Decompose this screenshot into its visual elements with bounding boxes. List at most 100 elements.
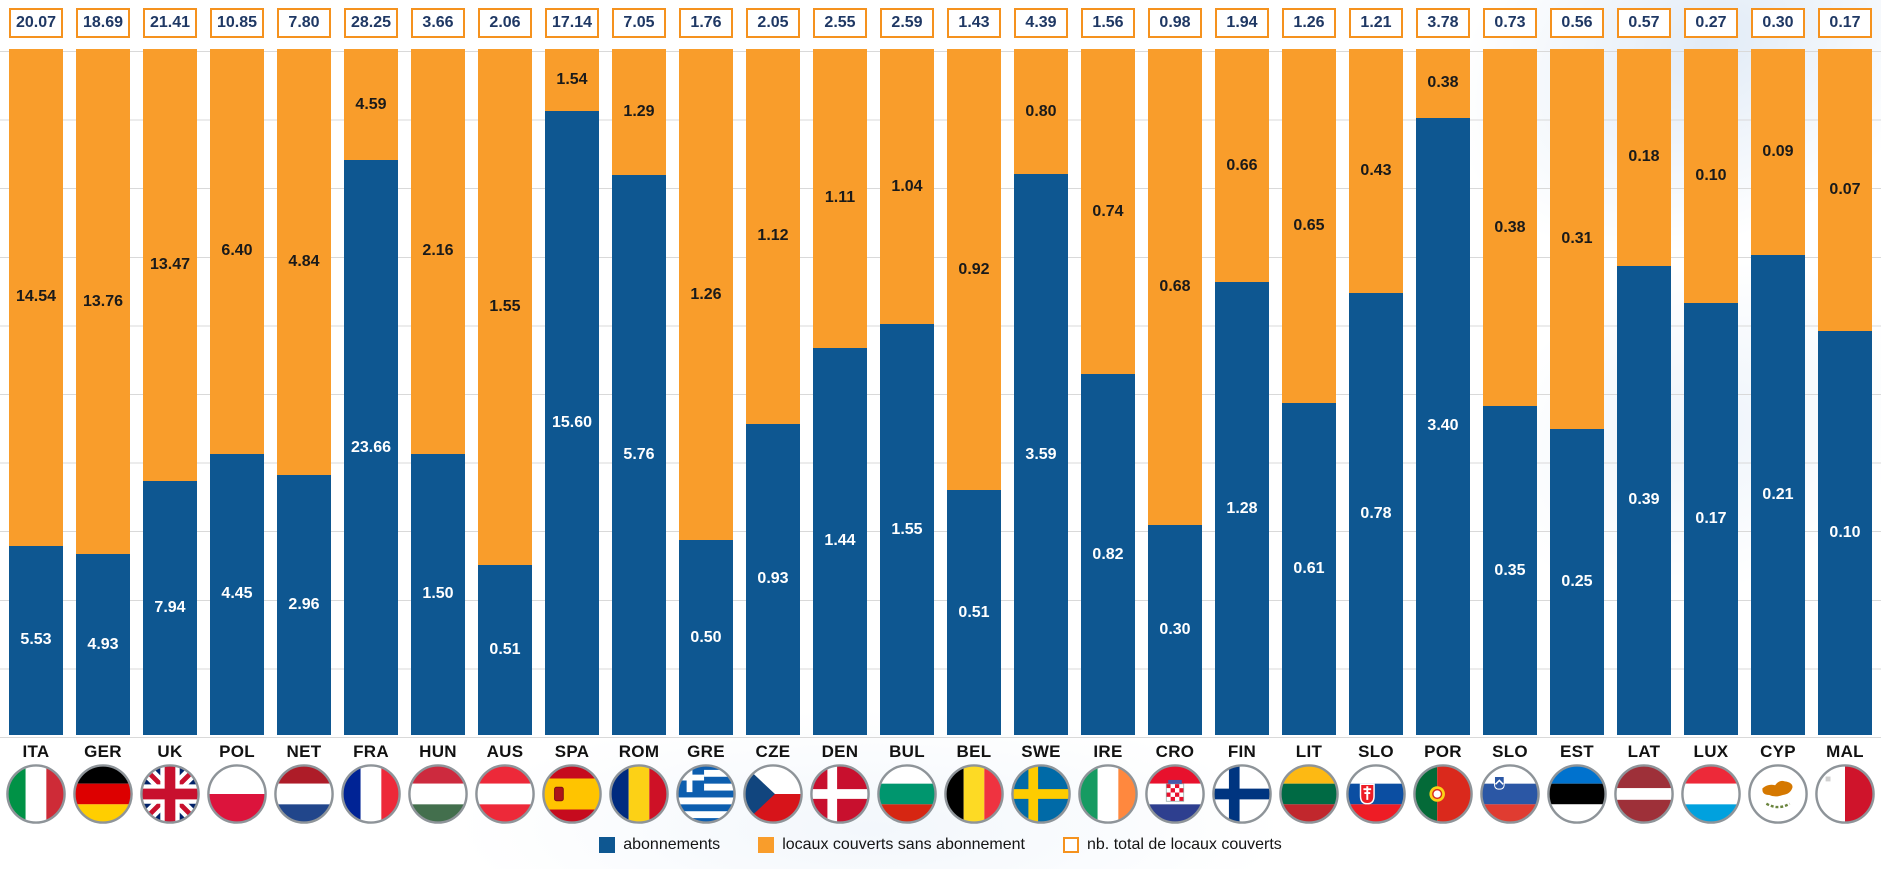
- total-badge: 3.78: [1416, 8, 1470, 38]
- total-badge: 2.59: [880, 8, 934, 38]
- bar-column-cze-11: 2.05 1.12 0.93 CZE: [743, 0, 803, 869]
- country-code-label: POR: [1424, 742, 1462, 761]
- country-code-label: FRA: [353, 742, 389, 761]
- flag-portugal-icon: [1412, 763, 1474, 825]
- bar-segment-sans-abonnement: [612, 49, 666, 175]
- value-label-abonnements: 15.60: [551, 413, 593, 431]
- bar-column-uk-2: 21.41 13.47 7.94 UK: [140, 0, 200, 869]
- country-code-label: SPA: [554, 742, 590, 761]
- bar-segment-abonnements: [478, 565, 532, 735]
- bar-segment-sans-abonnement: [344, 49, 398, 161]
- value-label-sans-abonnement: 1.26: [690, 285, 722, 303]
- country-code-label: IRE: [1093, 742, 1123, 761]
- stacked-bar: 0.09 0.21: [1751, 49, 1805, 735]
- bar-segment-sans-abonnement: [210, 49, 264, 454]
- flag-united-kingdom-icon: [139, 763, 201, 825]
- flag-sweden-icon: [1010, 763, 1072, 825]
- bar-column-rom-9: 7.05 1.29 5.76 ROM: [609, 0, 669, 869]
- bar-segment-sans-abonnement: [813, 49, 867, 348]
- bar-segment-abonnements: [1818, 331, 1872, 735]
- value-label-sans-abonnement: 0.31: [1561, 229, 1593, 247]
- value-label-abonnements: 5.76: [623, 445, 655, 463]
- flag-greece-icon: [675, 763, 737, 825]
- total-badge: 1.43: [947, 8, 1001, 38]
- stacked-bar: 14.54 5.53: [9, 49, 63, 735]
- value-label-abonnements: 0.39: [1628, 491, 1660, 509]
- value-label-abonnements: 1.55: [891, 520, 923, 538]
- total-badge: 7.80: [277, 8, 331, 38]
- value-label-sans-abonnement: 0.07: [1829, 181, 1861, 199]
- total-badge: 0.17: [1818, 8, 1872, 38]
- flag-luxembourg-icon: [1680, 763, 1742, 825]
- country-code-label: BEL: [956, 742, 992, 761]
- value-label-sans-abonnement: 13.76: [82, 292, 124, 310]
- stacked-bar: 13.47 7.94: [143, 49, 197, 735]
- value-label-sans-abonnement: 1.12: [757, 227, 789, 245]
- value-label-sans-abonnement: 0.74: [1092, 202, 1124, 220]
- legend-item-total: nb. total de locaux couverts: [1063, 836, 1282, 854]
- country-code-label: SLO: [1492, 742, 1528, 761]
- bar-segment-abonnements: [1014, 174, 1068, 735]
- bar-column-fin-18: 1.94 0.66 1.28 FIN: [1212, 0, 1272, 869]
- legend-swatch-outline-icon: [1063, 837, 1079, 853]
- flag-hungary-icon: [407, 763, 469, 825]
- value-label-sans-abonnement: 0.68: [1159, 278, 1191, 295]
- stacked-bar: 0.18 0.39: [1617, 49, 1671, 735]
- value-label-abonnements: 0.17: [1695, 510, 1727, 528]
- value-label-abonnements: 0.51: [489, 641, 521, 659]
- value-label-abonnements: 0.21: [1762, 485, 1794, 503]
- country-code-label: SLO: [1358, 742, 1394, 761]
- flag-spain-icon: [541, 763, 603, 825]
- bar-column-ire-16: 1.56 0.74 0.82 IRE: [1078, 0, 1138, 869]
- bar-segment-sans-abonnement: [1148, 49, 1202, 525]
- value-label-sans-abonnement: 1.11: [824, 189, 856, 207]
- total-badge: 1.76: [679, 8, 733, 38]
- flag-netherlands-icon: [273, 763, 335, 825]
- flag-ireland-icon: [1077, 763, 1139, 825]
- stacked-bar: 1.54 15.60: [545, 49, 599, 735]
- legend: abonnements locaux couverts sans abonnem…: [0, 836, 1881, 854]
- country-code-label: HUN: [419, 742, 457, 761]
- bar-column-ita-0: 20.07 14.54 5.53 ITA: [6, 0, 66, 869]
- bar-column-bul-13: 2.59 1.04 1.55 BUL: [877, 0, 937, 869]
- value-label-abonnements: 0.30: [1159, 621, 1191, 638]
- total-badge: 1.94: [1215, 8, 1269, 38]
- value-label-sans-abonnement: 0.65: [1293, 216, 1325, 234]
- value-label-sans-abonnement: 4.84: [288, 252, 320, 270]
- value-label-sans-abonnement: 2.16: [422, 242, 454, 260]
- value-label-abonnements: 0.61: [1293, 559, 1325, 577]
- bar-column-gre-10: 1.76 1.26 0.50 GRE: [676, 0, 736, 869]
- value-label-sans-abonnement: 0.92: [958, 260, 990, 278]
- country-code-label: MAL: [1826, 742, 1864, 761]
- bar-column-lit-19: 1.26 0.65 0.61 LIT: [1279, 0, 1339, 869]
- flag-slovakia-icon: [1345, 763, 1407, 825]
- value-label-sans-abonnement: 14.54: [15, 288, 57, 306]
- value-label-sans-abonnement: 4.59: [355, 95, 387, 113]
- stacked-bar: 2.16 1.50: [411, 49, 465, 735]
- stacked-bar: 0.10 0.17: [1684, 49, 1738, 735]
- total-badge: 2.06: [478, 8, 532, 38]
- value-label-sans-abonnement: 1.04: [891, 177, 923, 195]
- country-code-label: AUS: [486, 742, 524, 761]
- value-label-sans-abonnement: 0.38: [1427, 74, 1459, 92]
- flag-italy-icon: [5, 763, 67, 825]
- bar-segment-sans-abonnement: [679, 49, 733, 541]
- bar-column-cro-17: 0.98 0.68 0.30 CRO: [1145, 0, 1205, 869]
- bar-segment-sans-abonnement: [947, 49, 1001, 491]
- total-badge: 0.56: [1550, 8, 1604, 38]
- bar-segment-abonnements: [545, 110, 599, 735]
- country-code-label: LAT: [1627, 742, 1661, 761]
- value-label-abonnements: 3.40: [1427, 417, 1459, 435]
- country-code-label: SWE: [1021, 742, 1061, 761]
- stacked-bar: 1.12 0.93: [746, 49, 800, 735]
- value-label-abonnements: 1.28: [1226, 499, 1258, 517]
- bar-segment-abonnements: [76, 554, 130, 735]
- bar-segment-sans-abonnement: [1282, 49, 1336, 403]
- country-code-label: POL: [219, 742, 255, 761]
- total-badge: 2.05: [746, 8, 800, 38]
- bar-segment-abonnements: [1215, 282, 1269, 735]
- bar-segment-sans-abonnement: [143, 49, 197, 481]
- value-label-sans-abonnement: 0.38: [1494, 218, 1526, 236]
- legend-label: abonnements: [623, 836, 721, 853]
